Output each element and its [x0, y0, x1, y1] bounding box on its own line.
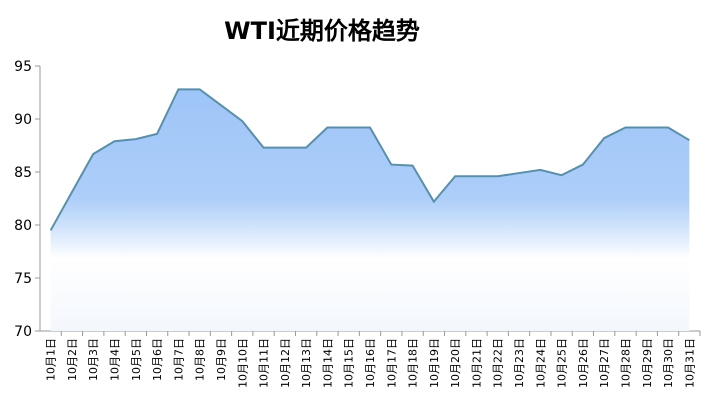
x-tick-label: 10月16日 — [364, 338, 377, 388]
y-tick-label: 75 — [14, 271, 32, 287]
x-tick-label: 10月25日 — [556, 338, 569, 388]
x-tick-label: 10月26日 — [577, 338, 590, 388]
chart-title: WTI近期价格趋势 — [224, 17, 420, 45]
x-tick-label: 10月3日 — [87, 338, 100, 381]
x-tick-label: 10月22日 — [492, 338, 505, 388]
x-tick-label: 10月12日 — [279, 338, 292, 388]
x-tick-label: 10月10日 — [236, 338, 249, 388]
x-tick-label: 10月5日 — [130, 338, 143, 381]
x-tick-label: 10月19日 — [428, 338, 441, 388]
x-tick-label: 10月31日 — [683, 338, 696, 388]
x-tick-label: 10月11日 — [258, 338, 271, 388]
y-tick-label: 80 — [14, 218, 32, 234]
x-tick-label: 10月17日 — [385, 338, 398, 388]
x-tick-label: 10月20日 — [449, 338, 462, 388]
x-tick-label: 10月7日 — [172, 338, 185, 381]
x-tick-label: 10月14日 — [321, 338, 334, 388]
y-tick-label: 85 — [14, 165, 32, 181]
x-tick-label: 10月8日 — [194, 338, 207, 381]
x-tick-label: 10月27日 — [598, 338, 611, 388]
x-tick-label: 10月30日 — [662, 338, 675, 388]
y-tick-label: 95 — [14, 59, 32, 75]
x-tick-label: 10月24日 — [534, 338, 547, 388]
x-tick-label: 10月21日 — [470, 338, 483, 388]
x-tick-label: 10月28日 — [619, 338, 632, 388]
x-tick-label: 10月29日 — [641, 338, 654, 388]
y-tick-label: 90 — [14, 112, 32, 128]
x-tick-label: 10月23日 — [513, 338, 526, 388]
y-tick-label: 70 — [14, 324, 32, 340]
x-tick-label: 10月15日 — [343, 338, 356, 388]
area — [50, 89, 690, 331]
x-tick-label: 10月9日 — [215, 338, 228, 381]
x-tick-label: 10月13日 — [300, 338, 313, 388]
x-tick-label: 10月1日 — [45, 338, 58, 381]
x-tick-label: 10月2日 — [66, 338, 79, 381]
x-tick-label: 10月4日 — [109, 338, 122, 381]
x-tick-label: 10月18日 — [407, 338, 420, 388]
line — [49, 88, 690, 231]
x-tick-label: 10月6日 — [151, 338, 164, 381]
